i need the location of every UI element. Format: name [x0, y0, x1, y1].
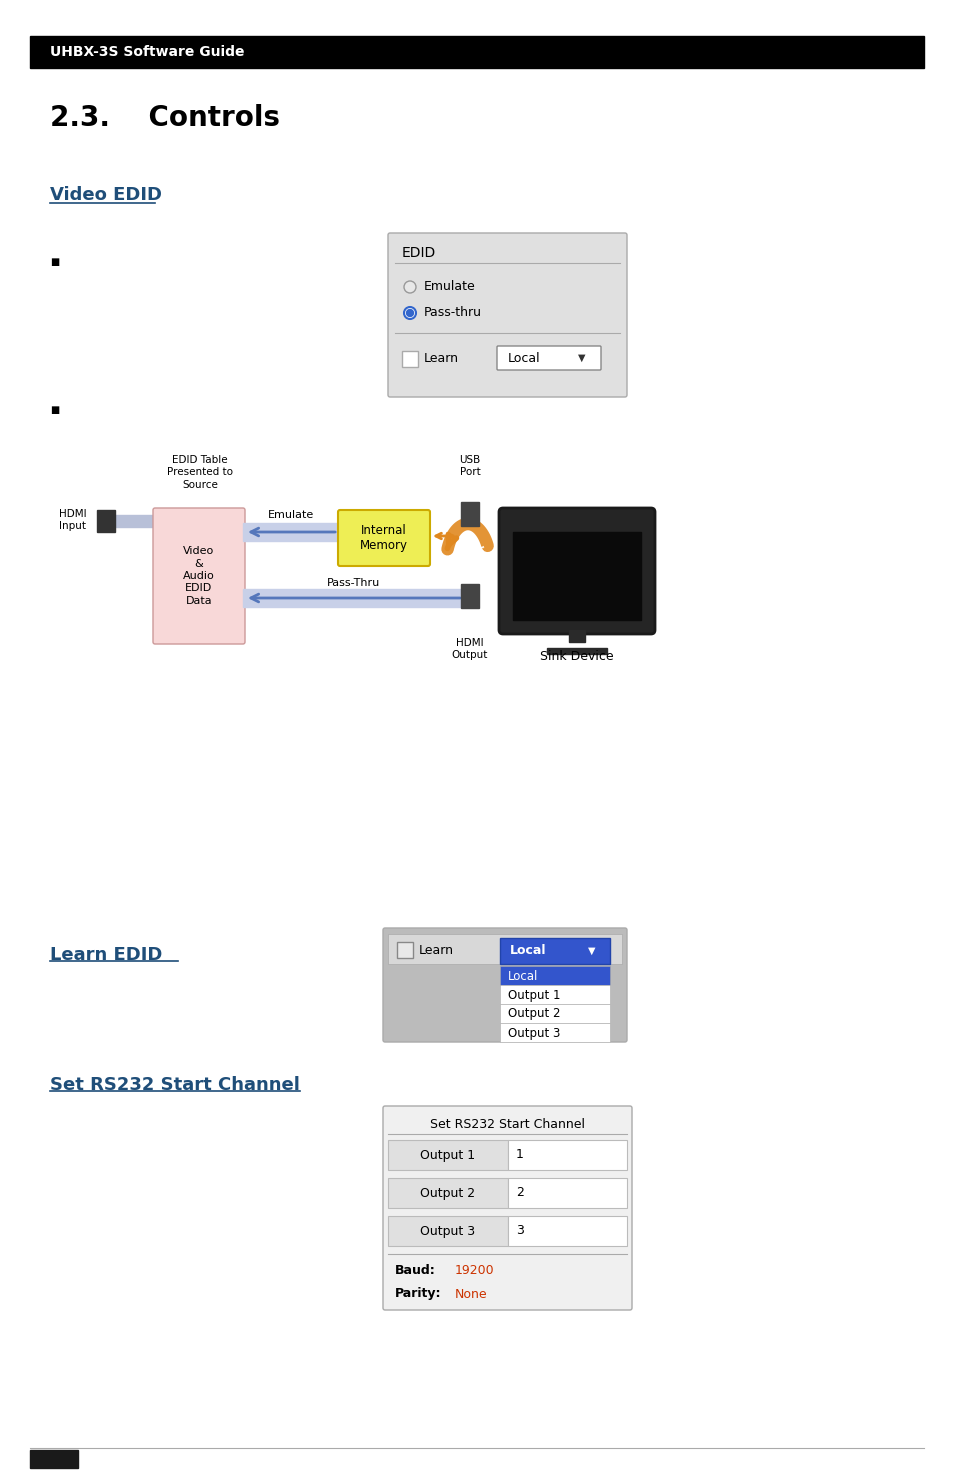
Text: Pass-thru: Pass-thru	[423, 307, 481, 320]
Text: Video
&
Audio
EDID
Data: Video & Audio EDID Data	[183, 546, 214, 606]
FancyBboxPatch shape	[152, 507, 245, 645]
Text: UHBX-3S Software Guide: UHBX-3S Software Guide	[50, 46, 244, 59]
Bar	[30, 35, 923, 68]
Bar	[499, 1004, 609, 1024]
Text: HDMI
Output: HDMI Output	[452, 639, 488, 661]
Circle shape	[403, 282, 416, 294]
Text: Video EDID: Video EDID	[50, 186, 162, 204]
Bar	[460, 584, 478, 608]
Text: Output 3: Output 3	[507, 1027, 559, 1040]
Bar	[499, 1024, 609, 1041]
Text: Pass-Thru: Pass-Thru	[327, 578, 380, 589]
Text: 2: 2	[516, 1186, 523, 1199]
Bar	[499, 938, 609, 965]
Text: HDMI
Input: HDMI Input	[59, 509, 87, 531]
Text: learn: learn	[473, 546, 490, 572]
Text: Parity:: Parity:	[395, 1288, 441, 1301]
Text: Internal
Memory: Internal Memory	[359, 524, 408, 553]
Text: Output 2: Output 2	[420, 1186, 475, 1199]
Bar	[401, 351, 417, 367]
Bar	[546, 648, 606, 653]
Text: Sink Device: Sink Device	[539, 650, 613, 662]
Bar	[460, 502, 478, 527]
Bar	[499, 985, 609, 1004]
Text: 2.3.    Controls: 2.3. Controls	[50, 105, 280, 131]
Text: 3: 3	[516, 1224, 523, 1238]
Bar	[97, 510, 115, 532]
Bar	[388, 1140, 507, 1170]
Bar	[115, 515, 157, 527]
Text: Output 3: Output 3	[420, 1224, 475, 1238]
Text: EDID Table
Presented to
Source: EDID Table Presented to Source	[167, 454, 233, 490]
Bar	[507, 1179, 626, 1208]
Text: Local: Local	[507, 969, 537, 982]
Bar	[388, 1215, 507, 1246]
Bar	[507, 1140, 626, 1170]
Text: None: None	[455, 1288, 487, 1301]
Bar	[388, 934, 621, 965]
Text: Emulate: Emulate	[423, 280, 476, 294]
Text: Set RS232 Start Channel: Set RS232 Start Channel	[50, 1075, 299, 1094]
Bar	[388, 1179, 507, 1208]
Text: Learn: Learn	[423, 353, 458, 366]
Text: Local: Local	[507, 351, 540, 364]
FancyBboxPatch shape	[497, 347, 600, 370]
Bar	[243, 524, 339, 541]
Text: Output 2: Output 2	[507, 1007, 560, 1021]
FancyBboxPatch shape	[388, 233, 626, 397]
Bar	[396, 943, 413, 957]
Text: EDID: EDID	[401, 246, 436, 260]
Text: Output 1: Output 1	[420, 1149, 475, 1161]
Text: USB
Port: USB Port	[459, 454, 480, 476]
Circle shape	[406, 310, 413, 317]
Text: Learn EDID: Learn EDID	[50, 945, 162, 965]
Text: 19200: 19200	[455, 1264, 494, 1276]
FancyBboxPatch shape	[382, 928, 626, 1041]
Text: ■: ■	[50, 257, 59, 267]
Text: Local: Local	[510, 944, 546, 957]
Text: Output 1: Output 1	[507, 988, 560, 1002]
Text: Emulate: Emulate	[268, 510, 314, 521]
Text: ▼: ▼	[588, 945, 595, 956]
FancyBboxPatch shape	[498, 507, 655, 634]
Circle shape	[403, 307, 416, 319]
Bar	[507, 1215, 626, 1246]
Text: ▼: ▼	[578, 353, 585, 363]
Bar	[568, 630, 584, 642]
Bar	[243, 589, 464, 608]
FancyBboxPatch shape	[382, 1106, 631, 1310]
Text: Set RS232 Start Channel: Set RS232 Start Channel	[430, 1118, 584, 1130]
Bar	[499, 966, 609, 985]
Text: 1: 1	[516, 1149, 523, 1161]
FancyBboxPatch shape	[337, 510, 430, 566]
Text: ■: ■	[50, 406, 59, 414]
Text: Baud:: Baud:	[395, 1264, 436, 1276]
Text: Learn: Learn	[418, 944, 454, 956]
Bar	[513, 532, 640, 620]
Bar	[30, 1450, 78, 1468]
